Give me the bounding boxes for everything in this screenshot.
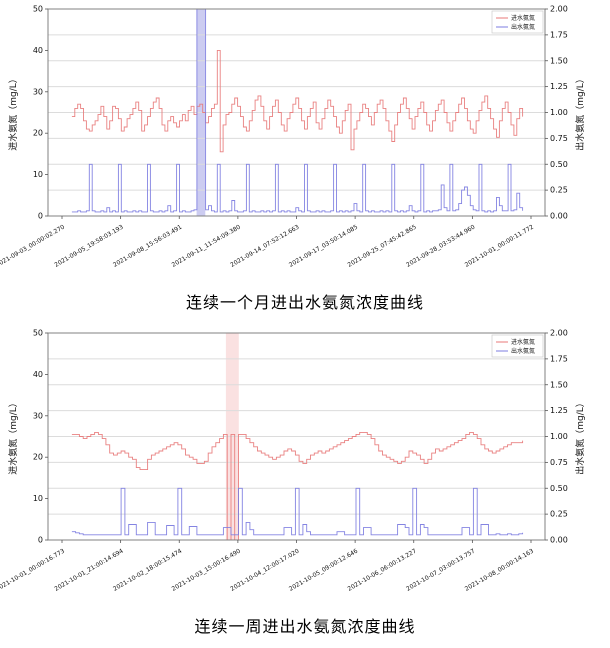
series-line-inlet: [71, 49, 524, 153]
left-axis-tick-label: 0: [38, 536, 43, 545]
right-axis-tick-label: 1.00: [550, 108, 568, 117]
right-axis-tick-label: 0.50: [550, 484, 568, 493]
right-axis-tick-label: 0.25: [550, 186, 568, 195]
series-line-outlet: [71, 8, 524, 213]
weekly-chart-caption: 连续一周进出水氨氮浓度曲线: [194, 619, 416, 636]
right-axis-tick-label: 0.25: [550, 510, 568, 519]
legend-label: 进水氨氮: [511, 14, 535, 22]
weekly-chart-canvas: 0 10 20 30 40 50 0.00 0.25 0.50 0.75 1.00 1.25 1.50 1…: [0, 329, 586, 593]
right-axis-tick-label: 1.75: [550, 354, 568, 363]
right-axis-tick-label: 2.00: [550, 5, 568, 14]
right-axis-tick-label: 1.25: [550, 82, 568, 91]
left-axis-tick-label: 30: [33, 87, 43, 96]
right-axis-tick-label: 1.75: [550, 30, 568, 39]
right-axis-tick-label: 0.50: [550, 160, 568, 169]
left-axis-tick-label: 40: [33, 46, 43, 55]
right-axis-tick-label: 0.00: [550, 536, 568, 545]
right-axis-tick-label: 1.25: [550, 406, 568, 415]
left-axis-tick-label: 10: [33, 170, 43, 179]
left-axis-tick-label: 20: [33, 129, 43, 138]
legend-label: 出水氨氮: [511, 23, 535, 31]
series-line-inlet: [71, 431, 524, 541]
right-axis-title: 出水氨氮（mg/L）: [574, 398, 586, 475]
legend-label: 出水氨氮: [511, 347, 535, 355]
right-axis-tick-label: 2.00: [550, 329, 568, 338]
right-axis-tick-label: 1.50: [550, 56, 568, 65]
right-axis-tick-label: 0.00: [550, 212, 568, 221]
left-axis-tick-label: 0: [38, 212, 43, 221]
right-axis-tick-label: 1.50: [550, 380, 568, 389]
left-axis-title: 进水氨氮（mg/L）: [7, 74, 19, 151]
right-axis-title: 出水氨氮（mg/L）: [574, 74, 586, 151]
series-line-outlet: [71, 487, 524, 536]
left-axis-tick-label: 50: [33, 329, 43, 338]
left-axis-tick-label: 30: [33, 411, 43, 420]
left-axis-tick-label: 50: [33, 5, 43, 14]
left-axis-title: 进水氨氮（mg/L）: [7, 398, 19, 475]
legend-label: 进水氨氮: [511, 338, 535, 346]
left-axis-tick-label: 10: [33, 494, 43, 503]
right-axis-tick-label: 0.75: [550, 458, 568, 467]
right-axis-tick-label: 0.75: [550, 134, 568, 143]
left-axis-tick-label: 40: [33, 370, 43, 379]
monthly-chart-canvas: 0 10 20 30 40 50 0.00 0.25 0.50 0.75 1.00 1.25 1.50 1…: [0, 5, 586, 269]
left-axis-tick-label: 20: [33, 453, 43, 462]
monthly-chart-caption: 连续一个月进出水氨氮浓度曲线: [185, 295, 424, 312]
right-axis-tick-label: 1.00: [550, 432, 568, 441]
